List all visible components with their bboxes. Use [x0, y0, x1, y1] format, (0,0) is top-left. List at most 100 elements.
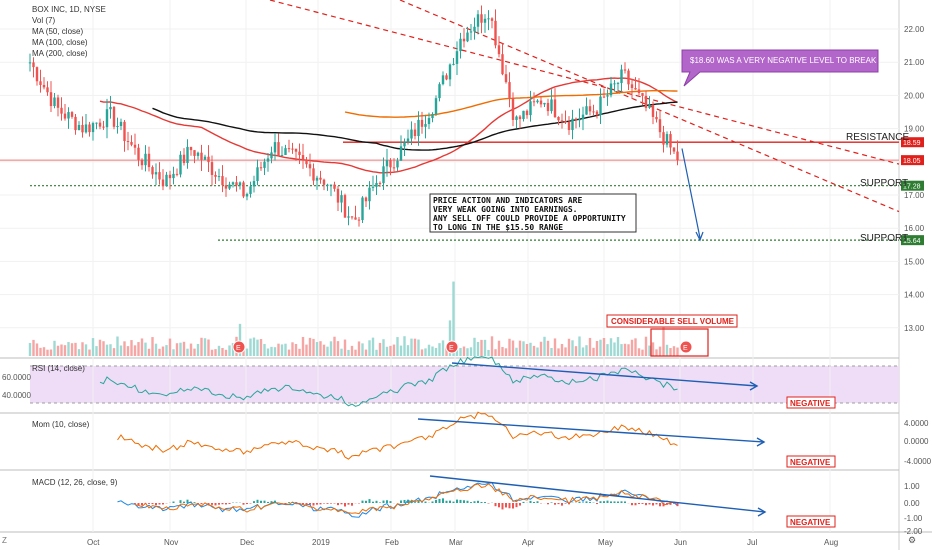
candle-body [280, 155, 284, 157]
candle-body [588, 106, 592, 112]
candle-body [515, 116, 518, 120]
mom-title: Mom (10, close) [32, 420, 90, 429]
candle-body [539, 100, 543, 105]
volume-bar [144, 342, 147, 356]
candle-body [599, 96, 602, 116]
macd-hist-bar [288, 502, 290, 503]
volume-bar [172, 349, 175, 356]
macd-hist-bar [225, 503, 227, 505]
macd-hist-bar [414, 502, 416, 503]
volume-bar [606, 344, 609, 356]
candle-body [158, 172, 161, 180]
candle-body [371, 186, 375, 188]
volume-bar [343, 339, 347, 356]
candle-body [294, 148, 298, 152]
earnings-marker-1[interactable]: E [232, 340, 246, 354]
volume-bar [329, 341, 333, 356]
candle-body [350, 216, 354, 218]
macd-hist-bar [505, 503, 507, 508]
earnings-marker-3[interactable]: E [679, 340, 693, 354]
candle-body [462, 38, 466, 42]
volume-bar [39, 347, 42, 356]
macd-hist-bar [179, 500, 182, 503]
note-line-4: TO LONG IN THE $15.50 RANGE [433, 223, 563, 232]
volume-bar [294, 343, 298, 356]
candle-body [529, 101, 532, 116]
macd-hist-bar [365, 500, 367, 503]
macd-hist-bar [186, 499, 189, 503]
macd-hist-bar [676, 503, 679, 507]
volume-bar [592, 347, 595, 356]
macd-signal-line [134, 483, 678, 515]
macd-hist-bar [214, 503, 217, 506]
candle-body [364, 197, 368, 202]
zoom-marker[interactable]: Z [2, 536, 7, 545]
candle-body [455, 51, 459, 64]
volume-bar [266, 348, 270, 356]
svg-text:E: E [236, 345, 241, 352]
macd-hist-bar [260, 500, 262, 503]
candle-body [196, 152, 200, 156]
candle-body [466, 32, 469, 42]
volume-bar [655, 349, 658, 356]
macd-hist-bar [256, 499, 259, 503]
candle-body [606, 95, 609, 97]
candle-body [441, 75, 445, 85]
volume-bar [182, 341, 186, 356]
price-tag-label: 17.28 [903, 184, 921, 191]
macd-hist-bar [284, 503, 287, 504]
candle-body [193, 150, 196, 156]
volume-bar [270, 346, 273, 356]
volume-bar [448, 320, 452, 356]
support-label-2: SUPPORT [860, 233, 908, 244]
candle-body [543, 102, 546, 105]
candle-body [448, 64, 452, 80]
candle-body [161, 179, 165, 187]
volume-bar [578, 336, 581, 356]
volume-bar [60, 344, 63, 356]
candle-body [81, 124, 84, 133]
macd-hist-bar [172, 501, 175, 503]
candle-body [326, 184, 329, 186]
macd-hist-bar [463, 500, 465, 503]
volume-bar [406, 345, 410, 356]
macd-hist-bar [477, 500, 479, 503]
candle-body [637, 89, 641, 94]
candle-body [532, 101, 536, 103]
volume-bar [553, 338, 557, 356]
y-tick-label: 21.00 [904, 58, 925, 67]
candle-body [74, 116, 77, 131]
volume-bar [364, 349, 368, 356]
candle-body [179, 154, 182, 175]
macd-hist-bar [190, 502, 192, 503]
volume-bar [634, 338, 637, 356]
note-line-2: VERY WEAK GOING INTO EARNINGS. [433, 205, 578, 214]
macd-hist-bar [470, 502, 472, 503]
candle-body [154, 172, 158, 175]
macd-hist-bar [585, 501, 588, 503]
rsi-line [99, 356, 678, 407]
volume-bar [91, 338, 95, 356]
macd-hist-bar [557, 503, 560, 505]
candle-body [609, 83, 613, 96]
macd-hist-bar [442, 498, 444, 503]
trendline-upper [269, 0, 900, 165]
timezone-marker[interactable]: ⚙ [908, 535, 916, 545]
earnings-marker-2[interactable]: E [445, 340, 459, 354]
volume-bar [287, 349, 291, 356]
callout-text: $18.60 WAS A VERY NEGATIVE LEVEL TO BREA… [690, 56, 877, 65]
volume-bar [81, 342, 84, 356]
macd-hist-bar [403, 499, 406, 503]
volume-bar [263, 343, 266, 356]
macd-hist-bar [228, 503, 231, 505]
volume-bar [196, 343, 200, 356]
x-tick-label: Apr [522, 538, 535, 547]
candle-body [84, 124, 88, 133]
volume-bar [571, 340, 574, 356]
macd-hist-bar [456, 499, 458, 503]
candle-body [144, 153, 147, 166]
macd-hist-bar [337, 503, 339, 506]
candle-body [32, 62, 35, 68]
candle-body [200, 152, 203, 160]
